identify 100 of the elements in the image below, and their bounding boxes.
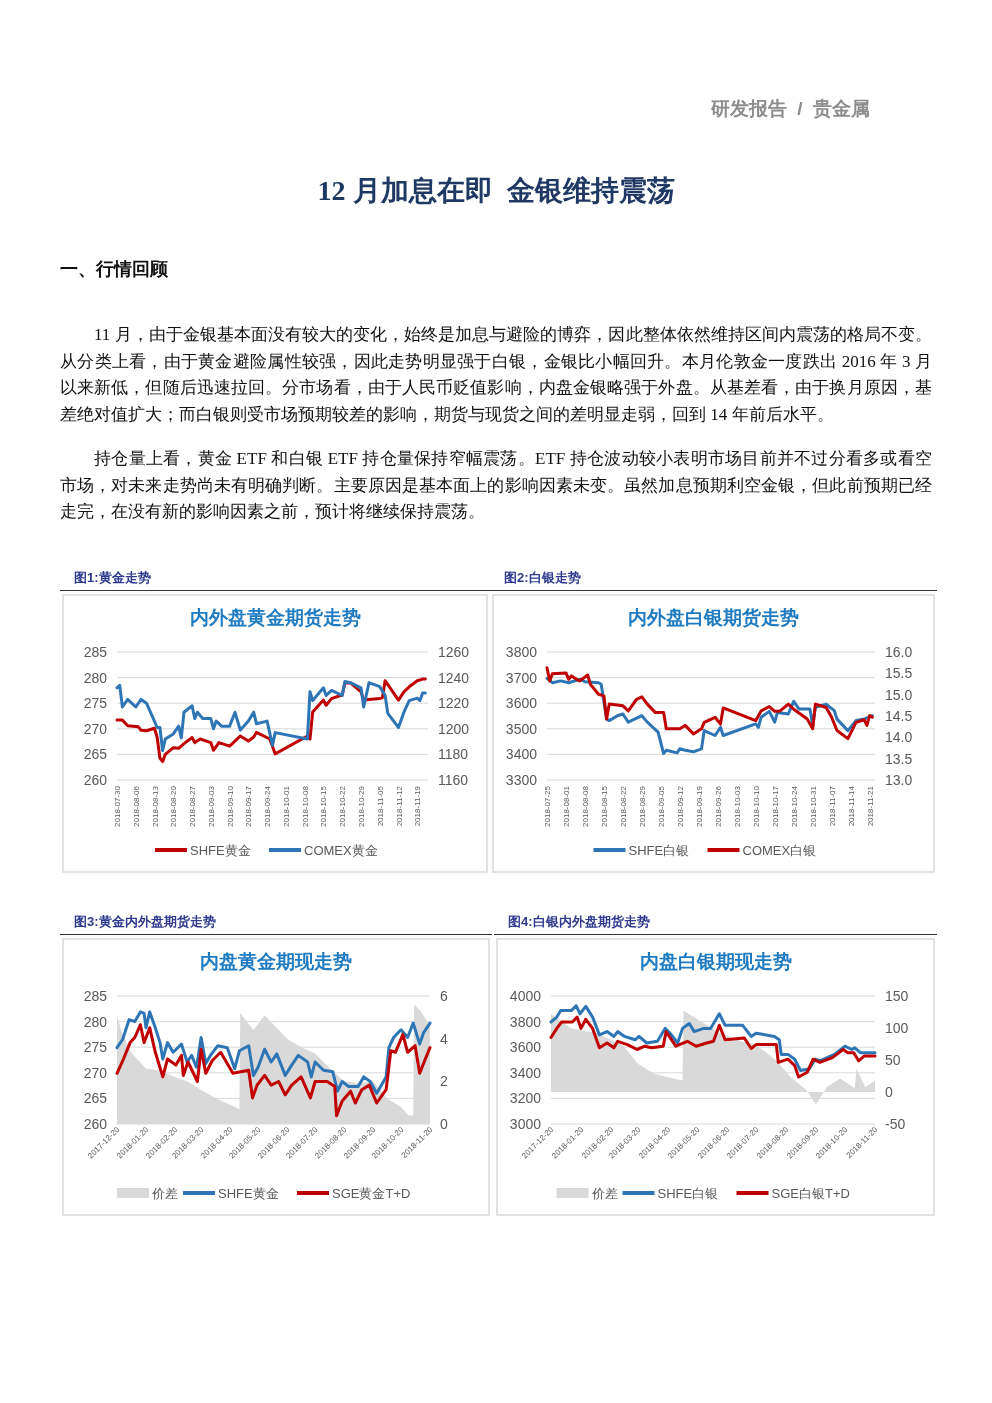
x-tick-label: 2018-11-12	[394, 785, 404, 827]
y-tick-label: 265	[83, 746, 108, 763]
chart-title: 内外盘白银期货走势	[628, 607, 799, 628]
y2-tick-label: 1160	[438, 772, 469, 788]
x-tick-label: 2018-10-31	[808, 785, 818, 827]
y-tick-label: 3600	[509, 1039, 542, 1056]
legend-label: COMEX白银	[742, 843, 817, 858]
legend-label: 价差	[151, 1186, 178, 1201]
y2-tick-label: 50	[885, 1052, 901, 1068]
x-tick-label: 2018-11-07	[827, 785, 837, 827]
x-tick-label: 2018-10-03	[732, 785, 742, 827]
y2-tick-label: 13.5	[885, 750, 913, 767]
x-tick-label: 2018-10-22	[338, 785, 348, 827]
y2-tick-label: 150	[885, 988, 909, 1004]
text: 研发报告 / 贵金属	[710, 97, 870, 121]
y2-tick-label: 15.5	[885, 665, 913, 682]
chart-subtitle: 图1:黄金走势	[74, 569, 151, 587]
legend-label: SHFE白银	[628, 843, 690, 858]
x-tick-label: 2018-08-01	[561, 785, 571, 827]
y2-tick-label: -50	[885, 1116, 906, 1132]
x-tick-label: 2018-10-15	[319, 785, 329, 827]
y-tick-label: 3200	[509, 1090, 542, 1107]
text: 一、行情回顾	[60, 258, 168, 281]
chart-subtitle: 图2:白银走势	[504, 569, 581, 587]
y-tick-label: 4000	[509, 988, 542, 1004]
y2-tick-label: 0	[885, 1084, 893, 1100]
y-tick-label: 3300	[505, 772, 538, 788]
legend-label: SHFE黄金	[218, 1186, 279, 1201]
x-tick-label: 2018-10-08	[300, 785, 310, 827]
y2-tick-label: 15.0	[885, 686, 913, 703]
y2-tick-label: 16.0	[885, 644, 913, 660]
y2-tick-label: 6	[440, 988, 448, 1004]
y-tick-label: 3400	[509, 1064, 542, 1081]
y-tick-label: 3600	[505, 695, 538, 712]
y2-tick-label: 1260	[438, 644, 470, 660]
y-tick-label: 275	[83, 1039, 108, 1056]
x-tick-label: 2018-09-12	[675, 785, 685, 827]
y2-tick-label: 1240	[438, 669, 470, 686]
y2-tick-label: 1200	[438, 720, 470, 737]
y-tick-label: 3700	[505, 669, 538, 686]
y-tick-label: 280	[83, 1013, 108, 1030]
x-tick-label: 2018-08-06	[131, 785, 141, 827]
x-tick-label: 2018-09-03	[206, 785, 216, 827]
x-tick-label: 2018-09-10	[225, 785, 235, 827]
x-tick-label: 2018-08-15	[599, 785, 609, 827]
legend-label: 价差	[590, 1186, 618, 1201]
x-tick-label: 2018-08-13	[150, 785, 160, 827]
x-tick-label: 2018-11-14	[846, 785, 856, 827]
x-tick-label: 2018-09-24	[263, 785, 273, 827]
chart-title: 内盘白银期现走势	[639, 951, 792, 972]
x-tick-label: 2018-10-10	[751, 785, 761, 827]
y-tick-label: 3500	[505, 720, 538, 737]
y2-tick-label: 0	[440, 1116, 448, 1132]
legend-label: SHFE白银	[657, 1186, 719, 1201]
x-tick-label: 2018-10-24	[789, 785, 799, 827]
y2-tick-label: 14.5	[885, 708, 913, 724]
x-tick-label: 2018-11-19	[413, 785, 423, 827]
legend-label: SHFE黄金	[190, 843, 251, 858]
chart-title: 内盘黄金期现走势	[200, 951, 352, 972]
x-tick-label: 2018-08-20	[169, 785, 179, 827]
x-tick-label: 2018-09-26	[713, 785, 723, 827]
y-tick-label: 260	[83, 1116, 108, 1132]
y-tick-label: 3800	[509, 1013, 542, 1030]
y2-tick-label: 13.0	[885, 772, 913, 788]
y-tick-label: 285	[83, 644, 108, 660]
x-tick-label: 2018-08-27	[188, 785, 198, 827]
x-tick-label: 2018-10-17	[770, 785, 780, 827]
chart-subtitle: 图3:黄金内外盘期货走势	[74, 913, 216, 931]
x-tick-label: 2018-10-01	[281, 785, 291, 827]
y-tick-label: 285	[83, 988, 108, 1004]
x-tick-label: 2018-08-08	[580, 785, 590, 827]
y-tick-label: 280	[83, 669, 108, 686]
x-tick-label: 2018-09-19	[694, 785, 704, 827]
y2-tick-label: 100	[885, 1020, 909, 1036]
y2-tick-label: 1220	[438, 695, 470, 712]
chart-title: 内外盘黄金期货走势	[189, 607, 361, 628]
x-tick-label: 2018-09-17	[244, 785, 254, 827]
y-tick-label: 265	[83, 1090, 108, 1107]
y-tick-label: 260	[83, 772, 108, 788]
x-tick-label: 2018-07-30	[113, 785, 122, 827]
y2-tick-label: 4	[440, 1030, 448, 1047]
legend-label: SGE黄金T+D	[332, 1186, 411, 1201]
x-tick-label: 2018-10-29	[356, 785, 366, 827]
y-tick-label: 270	[83, 1064, 108, 1081]
chart-subtitle: 图4:白银内外盘期货走势	[508, 913, 650, 931]
y2-tick-label: 2	[440, 1073, 448, 1090]
legend-label: COMEX黄金	[304, 843, 378, 858]
text: 12 月加息在即 金银维持震荡	[316, 174, 676, 208]
y-tick-label: 270	[83, 720, 108, 737]
y2-tick-label: 14.0	[885, 729, 913, 746]
legend-label: SGE白银T+D	[771, 1186, 850, 1201]
text: 11 月，由于金银基本面没有较大的变化，始终是加息与避险的博弈，因此整体依然维持区间内震荡的格局不变。从分类上看，由于黄金避险属性较强，因此走势明显强于白银，金银比小幅回升。本月伦敦金一度跌出 2016 年 3 月以来新低，但随后迅速拉回。分市场看，由于人民币贬值影响，内盘金银略强于外盘。从基差看，由于换月原因，基差绝对值扩大；而白银则受市场预期较差的影响，期货与现货之间的差明显走弱，回到 14 年前后水平。	[60, 324, 932, 426]
x-tick-label: 2018-11-21	[865, 785, 875, 827]
y-tick-label: 3000	[509, 1116, 542, 1132]
x-tick-label: 2018-08-29	[637, 785, 647, 827]
y-tick-label: 3400	[505, 746, 538, 763]
x-tick-label: 2018-07-25	[543, 785, 552, 827]
text: 持仓量上看，黄金 ETF 和白银 ETF 持仓量保持窄幅震荡。ETF 持仓波动较小表明市场目前并不过分看多或看空市场，对未来走势尚未有明确判断。主要原因是基本面上的影响因素未变。虽然加息预期利空金银，但此前预期已经走完，在没有新的影响因素之前，预计将继续保持震荡。	[60, 448, 932, 523]
x-tick-label: 2018-09-05	[656, 785, 666, 827]
y-tick-label: 3800	[505, 644, 538, 660]
